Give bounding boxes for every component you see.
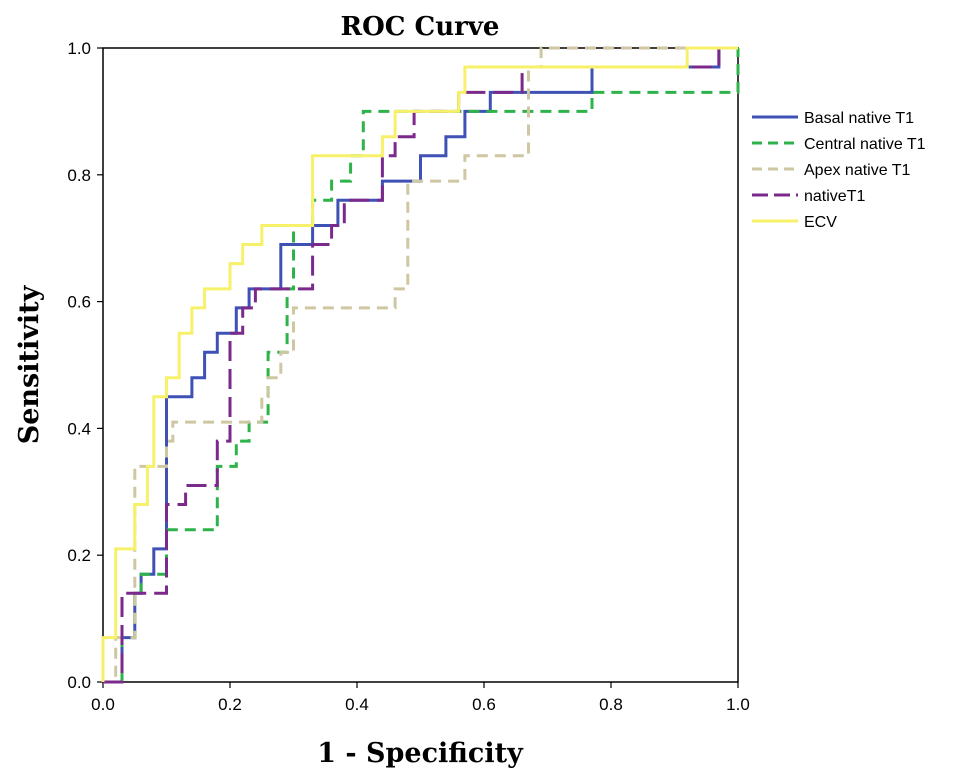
legend-label: Basal native T1	[804, 110, 914, 127]
y-tick-label: 0.2	[67, 546, 91, 565]
x-axis-title: 1 - Specificity	[317, 738, 524, 769]
y-tick-label: 1.0	[67, 39, 91, 58]
x-tick-label: 0.6	[472, 695, 496, 714]
x-axis: 0.0 0.2 0.4 0.6 0.8 1.0	[91, 682, 750, 714]
y-tick-label: 0.8	[67, 166, 91, 185]
y-axis-title: Sensitivity	[14, 284, 45, 444]
x-tick-label: 0.8	[599, 695, 623, 714]
legend-label: Central native T1	[804, 136, 926, 153]
series-line-4	[103, 46, 738, 684]
y-tick-label: 0.0	[67, 673, 91, 692]
x-tick-label: 0.2	[218, 695, 242, 714]
y-tick-label: 0.4	[67, 419, 91, 438]
chart-title: ROC Curve	[341, 12, 500, 42]
series-layer	[101, 46, 740, 684]
legend-label: nativeT1	[804, 188, 865, 205]
legend-label: ECV	[804, 214, 837, 231]
plot-area	[102, 47, 739, 683]
series-line-5	[101, 46, 738, 682]
plot-frame	[102, 47, 739, 683]
series-line-2	[103, 48, 740, 684]
series-line-3	[103, 46, 738, 684]
legend: Basal native T1 Central native T1 Apex nat…	[752, 110, 926, 231]
x-tick-label: 0.4	[345, 695, 369, 714]
x-tick-label: 1.0	[726, 695, 750, 714]
y-tick-label: 0.6	[67, 293, 91, 312]
legend-label: Apex native T1	[804, 162, 911, 179]
y-axis: 0.0 0.2 0.4 0.6 0.8 1.0	[67, 39, 103, 692]
x-tick-label: 0.0	[91, 695, 115, 714]
